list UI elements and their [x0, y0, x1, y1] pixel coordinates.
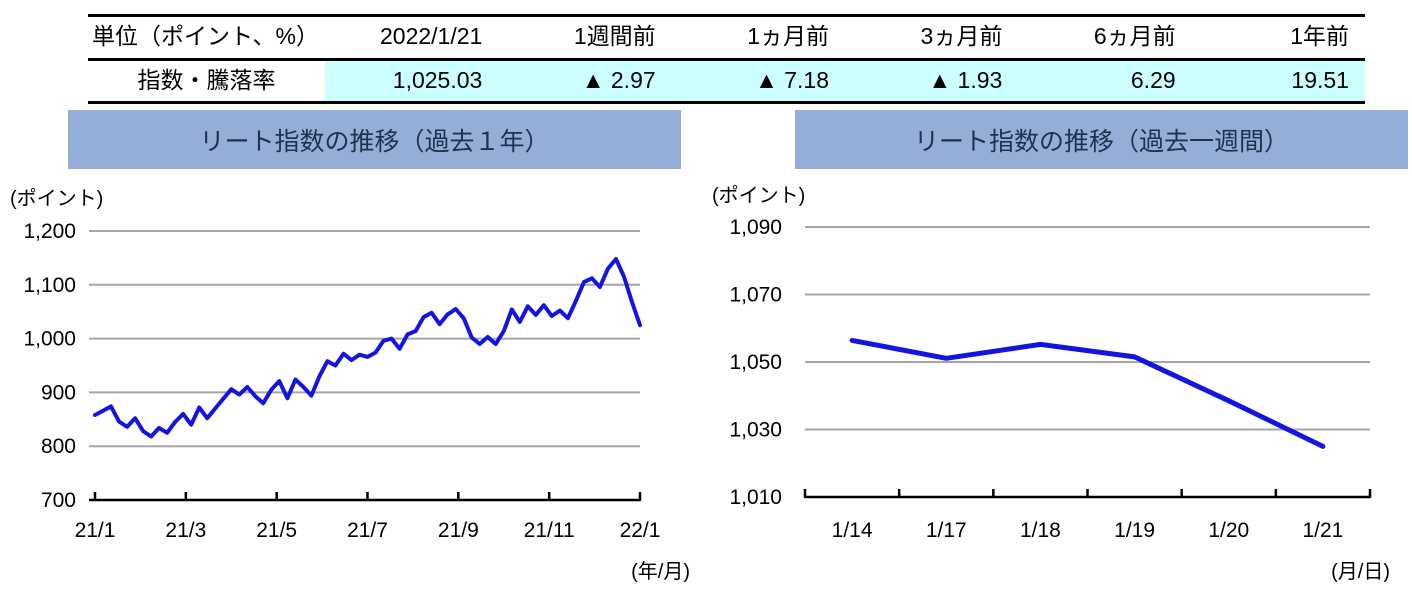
x-tick-label: 22/1	[620, 519, 661, 542]
x-tick-label: 21/7	[347, 519, 388, 542]
line-chart-1week: (ポイント) 1,010 1,030 1,050 1,070 1,090 1/14 1/17…	[700, 175, 1412, 596]
chart-1week-canvas: 1,010 1,030 1,050 1,070 1,090 1/14 1/17 1/18 1/1…	[729, 216, 1372, 542]
y-tick-label: 800	[41, 435, 76, 458]
y-tick-label: 1,090	[729, 216, 782, 239]
x-tick-label: 21/9	[438, 519, 479, 542]
chart-title-banner-1week: リート指数の推移（過去一週間）	[795, 110, 1408, 169]
y-tick-label: 1,010	[729, 486, 782, 509]
chart-title-1year: リート指数の推移（過去１年）	[199, 127, 550, 156]
value-1year: 19.51	[1191, 60, 1365, 102]
x-tick-label: 1/17	[926, 519, 967, 542]
y-axis-unit-label: (ポイント)	[10, 188, 104, 210]
value-1month: ▲ 7.18	[671, 60, 845, 102]
value-3month: ▲ 1.93	[844, 60, 1019, 102]
value-latest: 1,025.03	[325, 60, 499, 102]
x-axis-caption: (年/月)	[631, 561, 690, 583]
table-header-unit: 単位（ポイント、%）	[92, 23, 319, 49]
value-1week: ▲ 2.97	[498, 60, 672, 102]
y-tick-label: 1,050	[729, 351, 782, 374]
y-tick-label: 1,070	[729, 284, 782, 307]
table-header-1month: 1ヵ月前	[747, 23, 829, 49]
y-tick-label: 1,100	[23, 274, 76, 297]
y-axis-unit-label: (ポイント)	[712, 185, 806, 207]
table-header-1year: 1年前	[1290, 23, 1349, 49]
x-tick-label: 1/14	[832, 519, 873, 542]
y-tick-label: 1,000	[23, 328, 76, 351]
row-label: 指数・騰落率	[137, 66, 276, 93]
series-line	[93, 257, 642, 439]
x-tick-label: 21/11	[524, 519, 575, 542]
y-tick-label: 700	[41, 489, 76, 512]
table-data-row: 指数・騰落率 1,025.03 ▲ 2.97 ▲ 7.18 ▲ 1.93 6.2…	[88, 60, 1365, 102]
x-tick-label: 21/1	[75, 519, 116, 542]
chart-title-banner-1year: リート指数の推移（過去１年）	[68, 110, 681, 169]
chart-title-1week: リート指数の推移（過去一週間）	[913, 127, 1289, 156]
y-tick-label: 1,200	[23, 220, 76, 243]
series-line	[849, 337, 1326, 449]
summary-table: 単位（ポイント、%） 2022/1/21 1週間前 1ヵ月前 3ヵ月前 6ヵ月前…	[88, 14, 1365, 105]
table-header-row: 単位（ポイント、%） 2022/1/21 1週間前 1ヵ月前 3ヵ月前 6ヵ月前…	[88, 17, 1365, 61]
table-header-1week: 1週間前	[573, 23, 656, 49]
x-tick-label: 21/3	[165, 519, 206, 542]
x-tick-label: 1/19	[1114, 519, 1155, 542]
x-tick-label: 21/5	[256, 519, 297, 542]
table-header-3month: 3ヵ月前	[920, 23, 1003, 49]
table-header-6month: 6ヵ月前	[1093, 23, 1176, 49]
value-6month: 6.29	[1018, 60, 1192, 102]
chart-1year-canvas: 700 800 900 1,000 1,100 1,200 21/1 21/3 21/5 21/7…	[23, 220, 661, 542]
x-tick-label: 1/20	[1208, 519, 1249, 542]
x-tick-label: 1/18	[1020, 519, 1061, 542]
y-tick-label: 900	[41, 381, 76, 404]
y-tick-label: 1,030	[729, 419, 782, 442]
x-axis-caption: (月/日)	[1331, 561, 1390, 583]
table-header-date: 2022/1/21	[380, 23, 483, 49]
x-tick-label: 1/21	[1302, 519, 1343, 542]
line-chart-1year: (ポイント) 700 800 900 1,000 1,100 1,200 21/1 21/3 2…	[0, 180, 700, 596]
